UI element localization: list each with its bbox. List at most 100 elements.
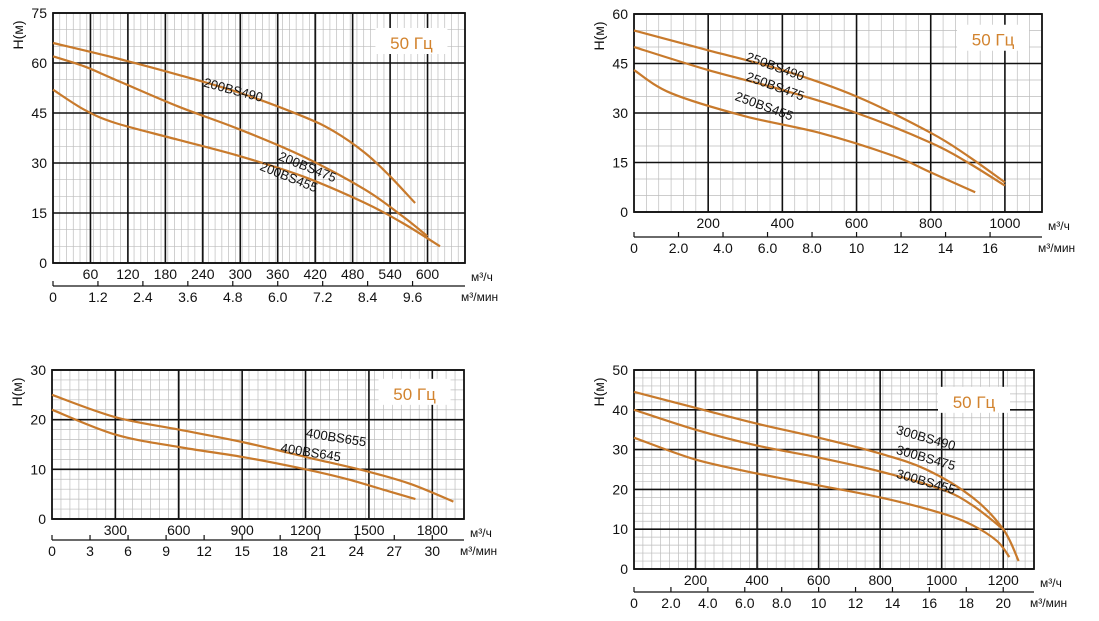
secondary-tick-label: 21 bbox=[310, 543, 326, 559]
x-tick-label: 1500 bbox=[353, 522, 384, 538]
x-tick-label: 400 bbox=[745, 572, 769, 588]
x-tick-label: 600 bbox=[416, 266, 440, 282]
plot-frame bbox=[633, 369, 1035, 570]
minor-grid bbox=[53, 13, 465, 263]
frequency-label: 50 Гц bbox=[972, 31, 1015, 50]
secondary-unit-label: м³/мин bbox=[461, 290, 498, 304]
secondary-unit-label: м³/мин bbox=[460, 544, 497, 558]
secondary-tick-label: 18 bbox=[959, 595, 975, 611]
secondary-tick-label: 1.2 bbox=[88, 289, 108, 305]
y-axis-label: H(м) bbox=[591, 377, 607, 406]
y-tick-label: 15 bbox=[612, 155, 628, 171]
secondary-tick-label: 9.6 bbox=[403, 289, 423, 305]
secondary-tick-label: 12 bbox=[893, 240, 909, 256]
secondary-tick-label: 0 bbox=[48, 543, 56, 559]
secondary-tick-label: 2.0 bbox=[661, 595, 681, 611]
x-tick-label: 420 bbox=[304, 266, 328, 282]
x-tick-label: 800 bbox=[919, 215, 943, 231]
freq-label-bg bbox=[378, 378, 451, 405]
secondary-tick-label: 14 bbox=[885, 595, 901, 611]
secondary-tick-label: 27 bbox=[386, 543, 402, 559]
x-tick-label: 1800 bbox=[417, 522, 448, 538]
secondary-tick-label: 3.6 bbox=[178, 289, 198, 305]
x-tick-label: 300 bbox=[104, 522, 128, 538]
y-tick-label: 10 bbox=[30, 461, 46, 477]
x-tick-label: 900 bbox=[230, 522, 254, 538]
y-tick-label: 45 bbox=[612, 56, 628, 72]
secondary-x-axis: 0 2.0 4.0 6.0 8.0 10 12 14 16 bbox=[630, 232, 1042, 256]
y-axis-label: H(м) bbox=[591, 21, 607, 50]
secondary-tick-label: 6.0 bbox=[758, 240, 778, 256]
curve-300BS455 bbox=[633, 436, 1011, 558]
y-tick-label: 30 bbox=[612, 105, 628, 121]
x-tick-label: 180 bbox=[154, 266, 178, 282]
freq-label-bg bbox=[957, 24, 1030, 51]
frequency-label: 50 Гц bbox=[393, 385, 436, 404]
frequency-label: 50 Гц bbox=[390, 34, 433, 53]
secondary-tick-label: 15 bbox=[234, 543, 250, 559]
x-tick-label: 60 bbox=[83, 266, 99, 282]
y-tick-label: 60 bbox=[31, 55, 47, 71]
y-tick-label: 0 bbox=[39, 255, 47, 271]
x-unit-label: м³/ч bbox=[470, 526, 492, 540]
secondary-tick-label: 6.0 bbox=[735, 595, 755, 611]
secondary-tick-label: 0 bbox=[630, 595, 638, 611]
secondary-tick-label: 6.0 bbox=[268, 289, 288, 305]
secondary-tick-label: 8.4 bbox=[358, 289, 378, 305]
x-tick-label: 120 bbox=[116, 266, 140, 282]
secondary-tick-label: 16 bbox=[982, 240, 998, 256]
x-tick-label: 200 bbox=[697, 215, 721, 231]
x-tick-label: 480 bbox=[341, 266, 365, 282]
plot-frame bbox=[51, 369, 465, 520]
curve-200BS490 bbox=[52, 41, 416, 204]
curve-300BS490 bbox=[633, 390, 1020, 562]
plot-frame bbox=[633, 13, 1043, 213]
x-tick-label: 240 bbox=[191, 266, 215, 282]
y-tick-label: 45 bbox=[31, 105, 47, 121]
curve-400BS655 bbox=[51, 393, 454, 503]
secondary-tick-label: 20 bbox=[995, 595, 1011, 611]
secondary-tick-label: 12 bbox=[196, 543, 212, 559]
secondary-tick-label: 10 bbox=[849, 240, 865, 256]
x-tick-label: 1000 bbox=[989, 215, 1020, 231]
x-tick-label: 200 bbox=[684, 572, 708, 588]
y-axis-label: H(м) bbox=[10, 20, 26, 49]
secondary-tick-label: 10 bbox=[811, 595, 827, 611]
secondary-tick-label: 2.4 bbox=[133, 289, 153, 305]
y-tick-label: 15 bbox=[31, 205, 47, 221]
series-label: 200BS490 bbox=[202, 75, 265, 105]
x-tick-label: 1200 bbox=[290, 522, 321, 538]
secondary-x-axis: 0 2.0 4.0 6.0 8.0 10 12 14 16 18 20 bbox=[630, 587, 1034, 611]
secondary-tick-label: 30 bbox=[425, 543, 441, 559]
secondary-tick-label: 16 bbox=[922, 595, 938, 611]
secondary-tick-label: 12 bbox=[848, 595, 864, 611]
secondary-tick-label: 2.0 bbox=[669, 240, 689, 256]
curve-250BS490 bbox=[633, 29, 1006, 184]
y-tick-label: 0 bbox=[620, 204, 628, 220]
x-tick-label: 800 bbox=[868, 572, 892, 588]
secondary-tick-label: 8.0 bbox=[772, 595, 792, 611]
secondary-x-axis: 0 1.2 2.4 3.6 4.8 6.0 7.2 8.4 9.6 bbox=[49, 281, 465, 305]
x-tick-label: 540 bbox=[378, 266, 402, 282]
y-tick-label: 40 bbox=[612, 402, 628, 418]
secondary-x-axis: 0 3 6 9 12 15 18 21 24 27 30 bbox=[48, 535, 464, 559]
y-tick-label: 50 bbox=[612, 362, 628, 378]
y-tick-label: 20 bbox=[612, 481, 628, 497]
frequency-label: 50 Гц bbox=[953, 393, 996, 412]
x-tick-label: 400 bbox=[771, 215, 795, 231]
secondary-unit-label: м³/мин bbox=[1030, 596, 1067, 610]
curve-200BS455 bbox=[52, 88, 441, 248]
x-tick-label: 600 bbox=[845, 215, 869, 231]
secondary-tick-label: 14 bbox=[938, 240, 954, 256]
y-tick-label: 75 bbox=[31, 5, 47, 21]
secondary-tick-label: 9 bbox=[162, 543, 170, 559]
x-tick-label: 300 bbox=[229, 266, 253, 282]
freq-label-bg bbox=[938, 386, 1010, 413]
y-axis-label: H(м) bbox=[9, 377, 25, 406]
y-tick-label: 0 bbox=[620, 561, 628, 577]
x-unit-label: м³/ч bbox=[1040, 576, 1062, 590]
secondary-tick-label: 4.0 bbox=[698, 595, 718, 611]
secondary-tick-label: 24 bbox=[348, 543, 364, 559]
